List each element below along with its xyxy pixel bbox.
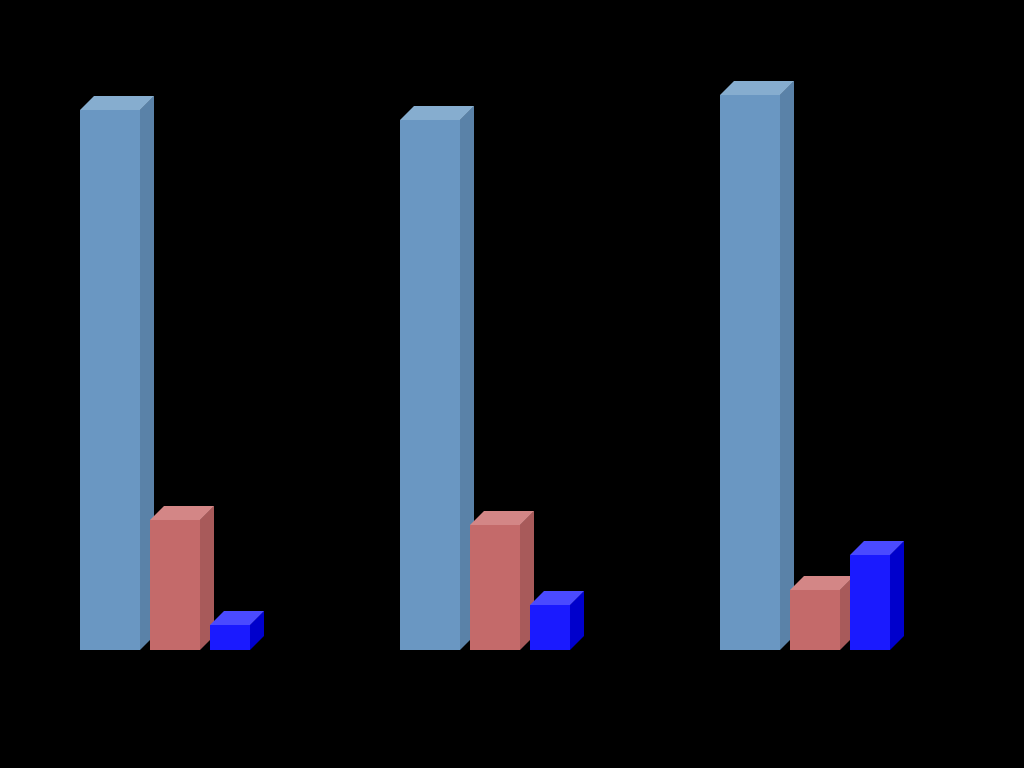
bar-group2-series1: [790, 576, 854, 650]
bar-group2-series2: [850, 541, 904, 650]
bar-group1-series2: [530, 591, 584, 650]
bar-group1-series1: [470, 511, 534, 650]
bar-chart-3d: [0, 0, 1024, 768]
bar-group0-series0: [80, 96, 154, 650]
bar-group0-series1: [150, 506, 214, 650]
bar-group2-series0: [720, 81, 794, 650]
bar-group1-series0: [400, 106, 474, 650]
